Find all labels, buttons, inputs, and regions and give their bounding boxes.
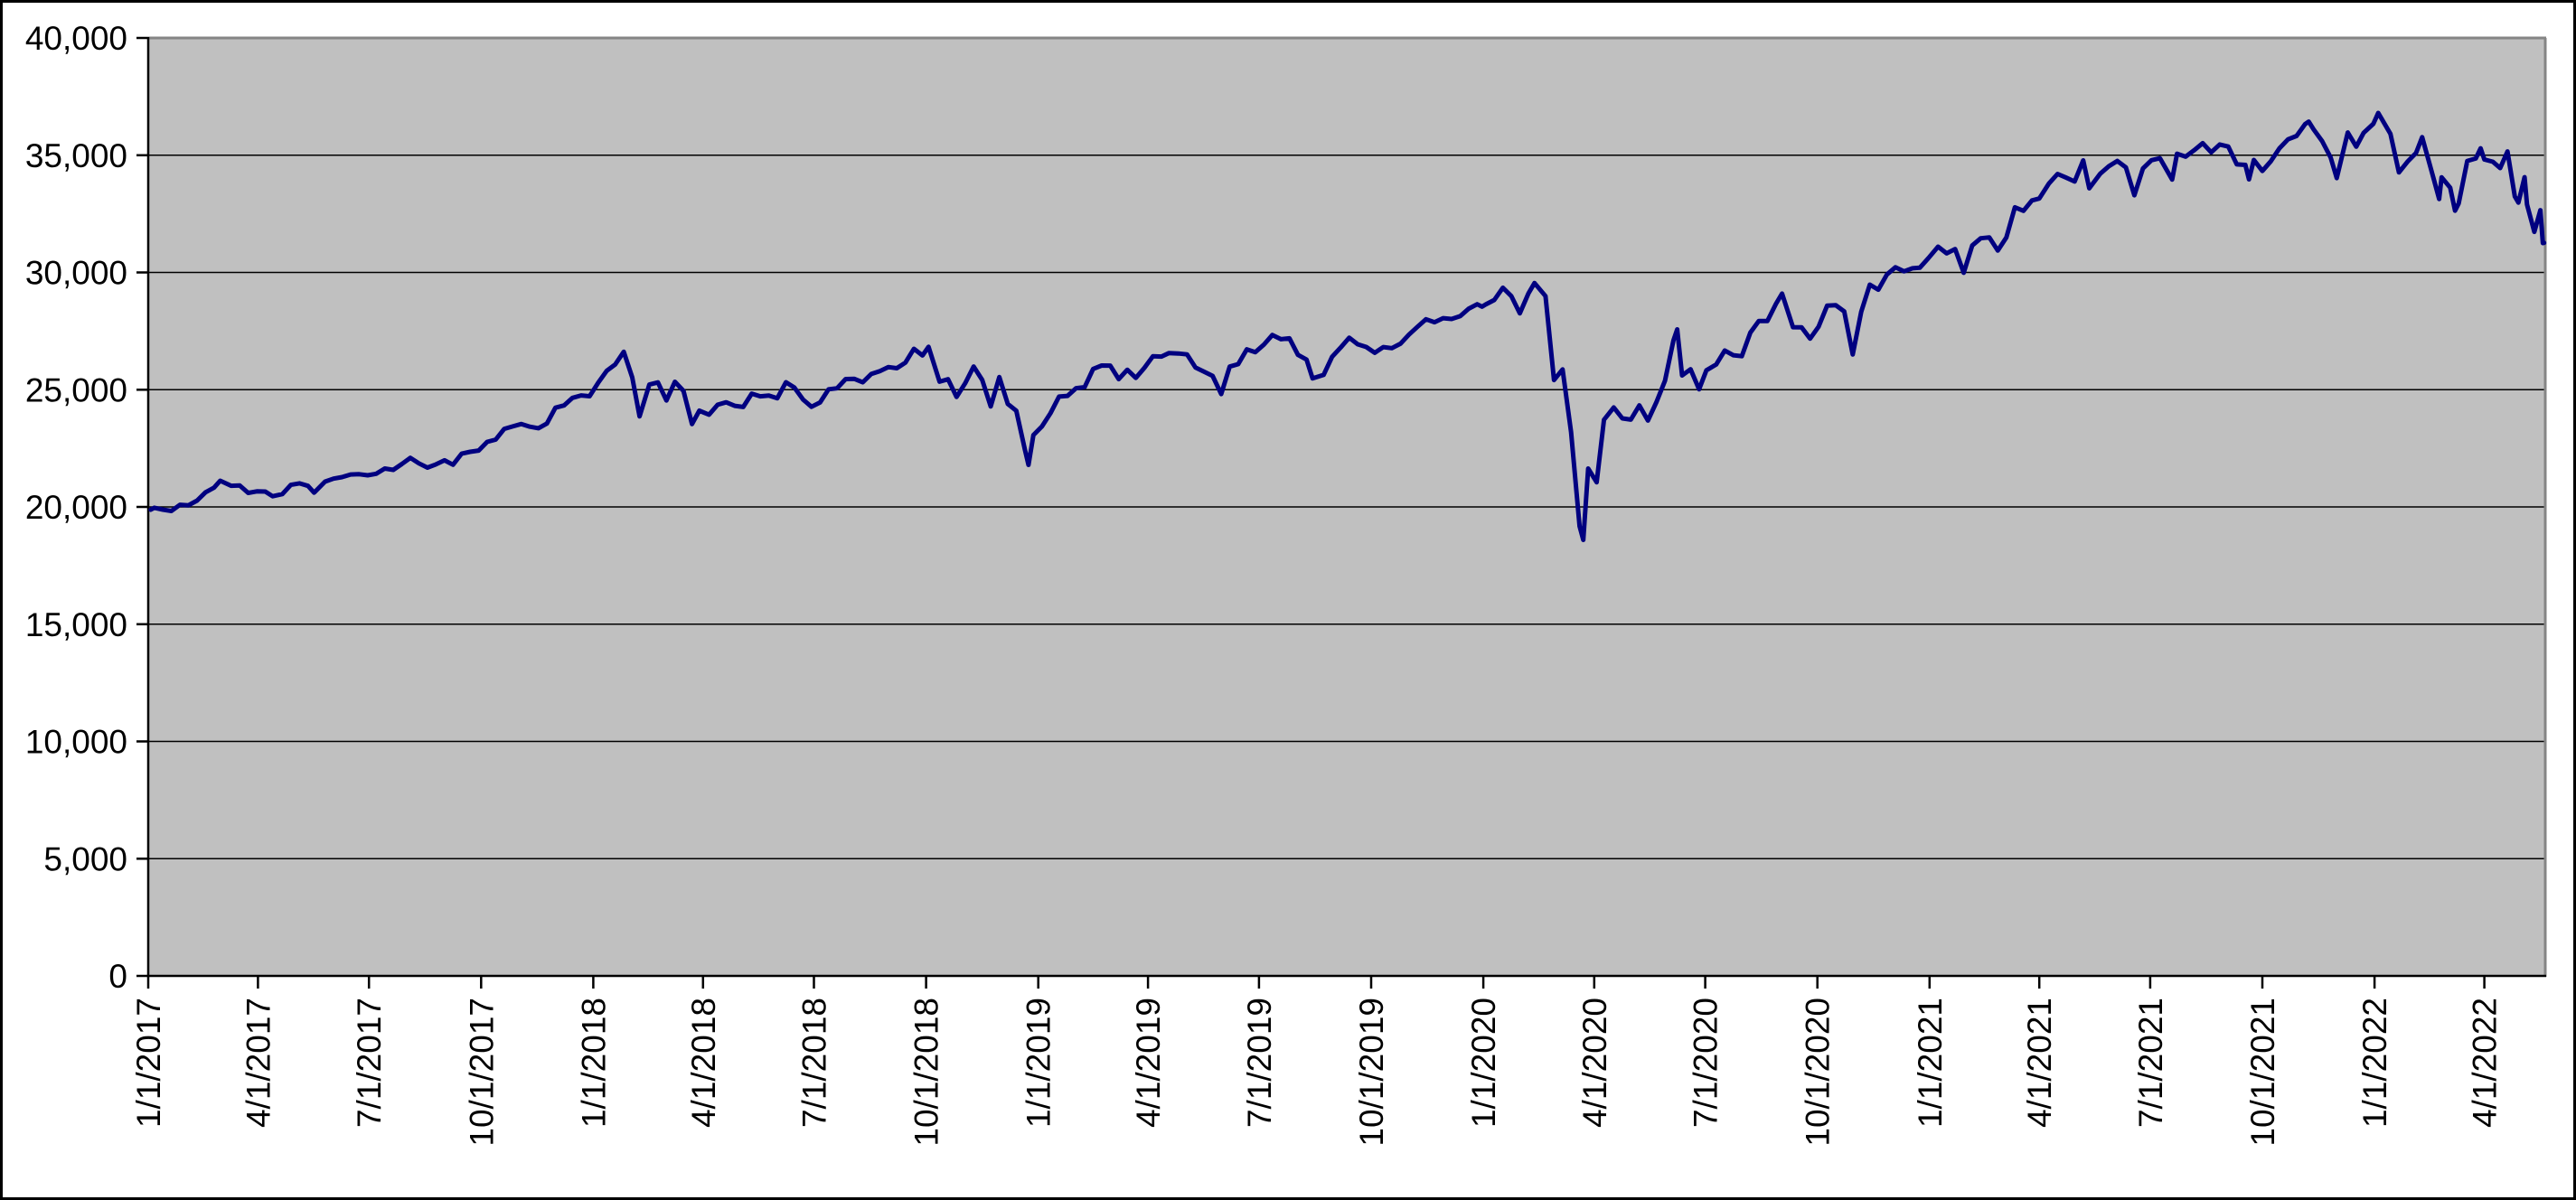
y-axis-tick-label: 0	[108, 958, 127, 995]
x-axis-tick-label: 10/1/2019	[1353, 998, 1390, 1147]
x-axis-tick-label: 1/1/2021	[1912, 998, 1949, 1128]
x-axis-tick-label: 4/1/2019	[1130, 998, 1167, 1128]
y-axis-tick-label: 10,000	[25, 724, 127, 761]
y-axis-tick-label: 35,000	[25, 137, 127, 174]
y-axis-tick-label: 40,000	[25, 20, 127, 57]
x-axis-tick-label: 1/1/2020	[1465, 998, 1502, 1128]
x-axis-tick-label: 1/1/2019	[1020, 998, 1058, 1128]
x-axis-tick-label: 4/1/2017	[240, 998, 277, 1128]
chart-svg: 0 5,000 10,000 15,000 20,000 25,000 30,000 35,0…	[25, 20, 2547, 1147]
x-axis-tick-label: 7/1/2017	[351, 998, 388, 1128]
x-axis-tick-label: 7/1/2019	[1241, 998, 1278, 1128]
x-axis-tick-label: 10/1/2017	[463, 998, 500, 1147]
x-axis-tick-label: 4/1/2022	[2467, 998, 2504, 1128]
y-axis-tick-label: 15,000	[25, 606, 127, 643]
x-axis-tick-label: 10/1/2021	[2244, 998, 2281, 1147]
x-axis-tick-label: 1/1/2017	[130, 998, 167, 1128]
y-axis-tick-label: 30,000	[25, 255, 127, 292]
x-axis-tick-label: 10/1/2018	[908, 998, 945, 1147]
x-axis-tick-label: 4/1/2018	[685, 998, 722, 1128]
x-axis-tick-label: 1/1/2022	[2356, 998, 2393, 1128]
x-axis-tick-label: 4/1/2020	[1576, 998, 1613, 1128]
x-axis-tick-label: 4/1/2021	[2021, 998, 2058, 1128]
x-axis-tick-label: 1/1/2018	[575, 998, 612, 1128]
x-axis-tick-label: 7/1/2021	[2132, 998, 2169, 1128]
x-axis-tick-label: 7/1/2020	[1688, 998, 1725, 1128]
y-axis-tick-label: 25,000	[25, 371, 127, 408]
y-axis-tick-label: 5,000	[43, 840, 127, 877]
x-axis-tick-label: 10/1/2020	[1800, 998, 1837, 1147]
series-line	[148, 110, 2547, 542]
dow-index-line-chart: 0 5,000 10,000 15,000 20,000 25,000 30,000 35,0…	[3, 3, 2573, 1197]
x-axis-tick-label: 7/1/2018	[796, 998, 833, 1128]
y-axis-tick-label: 20,000	[25, 489, 127, 526]
